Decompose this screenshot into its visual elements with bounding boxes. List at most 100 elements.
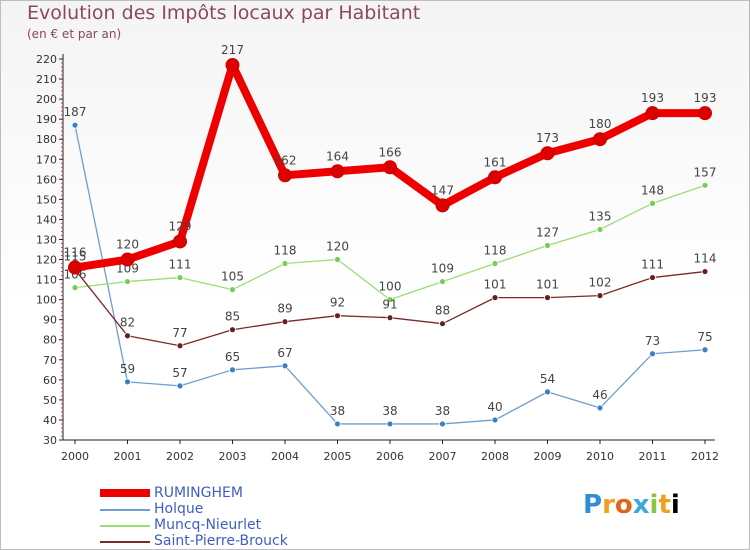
data-label: 118	[484, 244, 507, 258]
data-point	[330, 164, 345, 179]
proxiti-logo: Proxiti	[583, 490, 680, 520]
data-point	[596, 292, 604, 300]
data-label: 67	[277, 346, 292, 360]
data-label: 116	[64, 246, 87, 260]
data-point	[124, 332, 131, 340]
y-tick-label: 130	[36, 233, 57, 246]
data-point	[383, 160, 397, 175]
data-point	[176, 274, 184, 281]
x-tick-label: 2001	[114, 450, 142, 463]
data-label: 85	[225, 310, 240, 324]
data-point	[334, 312, 341, 320]
data-label: 161	[484, 155, 507, 169]
data-point	[281, 318, 289, 326]
chart-title: Evolution des Impôts locaux par Habitant	[27, 2, 421, 24]
x-tick-label: 2003	[219, 450, 247, 463]
data-point	[68, 260, 82, 275]
data-label: 166	[379, 145, 402, 159]
data-label: 65	[225, 350, 240, 364]
data-label: 73	[645, 334, 660, 348]
data-point	[649, 274, 656, 281]
data-label: 92	[330, 296, 345, 310]
data-label: 162	[274, 153, 297, 167]
legend-item-holque[interactable]: Holque	[100, 501, 400, 517]
data-point	[439, 320, 446, 328]
legend-item-ruminghem[interactable]: RUMINGHEM	[100, 485, 400, 501]
data-point	[173, 234, 187, 249]
data-point	[386, 420, 394, 428]
data-label: 118	[274, 244, 297, 258]
data-point	[544, 294, 551, 302]
data-label: 187	[64, 105, 87, 119]
data-label: 109	[431, 262, 454, 276]
data-label: 82	[120, 316, 135, 330]
y-tick-label: 50	[43, 394, 57, 407]
data-point	[593, 132, 607, 147]
legend-label: Saint-Pierre-Brouck	[154, 533, 288, 549]
data-label: 101	[484, 278, 507, 292]
data-point	[544, 242, 551, 249]
data-label: 40	[487, 400, 502, 414]
data-label: 217	[221, 43, 244, 57]
data-label: 57	[172, 366, 187, 380]
data-label: 54	[540, 372, 555, 386]
data-point	[278, 168, 292, 183]
data-point	[439, 420, 446, 428]
data-point	[281, 260, 289, 267]
x-tick-label: 2002	[166, 450, 194, 463]
x-tick-label: 2012	[691, 450, 719, 463]
y-tick-label: 170	[36, 153, 57, 166]
y-tick-label: 150	[36, 193, 57, 206]
data-label: 89	[277, 302, 292, 316]
data-point	[176, 382, 184, 390]
x-tick-label: 2004	[271, 450, 299, 463]
y-tick-label: 120	[36, 254, 57, 267]
data-point	[386, 314, 394, 322]
data-point	[596, 226, 604, 233]
legend-item-saint-pierre-brouck[interactable]: Saint-Pierre-Brouck	[100, 533, 400, 549]
data-point	[334, 420, 341, 428]
data-label: 114	[694, 252, 717, 266]
legend-item-muncq-nieurlet[interactable]: Muncq-Nieurlet	[100, 517, 400, 533]
data-label: 180	[589, 117, 612, 131]
y-tick-label: 70	[43, 354, 57, 367]
x-tick-label: 2010	[586, 450, 614, 463]
data-point	[124, 378, 131, 386]
data-point	[596, 404, 604, 412]
x-tick-label: 2008	[481, 450, 509, 463]
data-label: 109	[116, 262, 139, 276]
data-point	[701, 268, 709, 275]
data-label: 77	[172, 326, 187, 340]
data-point	[491, 416, 499, 424]
data-point	[491, 260, 499, 267]
data-label: 38	[382, 404, 397, 418]
data-label: 173	[536, 131, 559, 145]
data-label: 135	[589, 209, 612, 223]
data-point	[281, 362, 289, 370]
x-tick-label: 2006	[376, 450, 404, 463]
y-tick-label: 140	[36, 213, 57, 226]
legend-swatch	[100, 489, 150, 497]
data-point	[229, 286, 236, 294]
legend-swatch	[100, 525, 150, 527]
data-point	[71, 121, 79, 129]
data-label: 91	[382, 298, 397, 312]
data-label: 115	[64, 250, 87, 264]
data-point	[435, 198, 450, 213]
data-point	[698, 106, 712, 121]
data-point	[544, 388, 551, 396]
x-tick-label: 2007	[429, 450, 457, 463]
data-label: 102	[589, 276, 612, 290]
data-point	[229, 366, 236, 374]
chart-legend: RUMINGHEM Holque Muncq-Nieurlet Saint-Pi…	[100, 485, 400, 549]
data-label: 111	[641, 258, 664, 272]
data-point	[491, 294, 499, 302]
y-tick-label: 180	[36, 133, 57, 146]
data-label: 46	[592, 388, 607, 402]
data-point	[386, 296, 394, 304]
data-point	[334, 256, 341, 263]
data-label: 100	[379, 280, 402, 294]
x-tick-label: 2011	[639, 450, 667, 463]
y-tick-label: 100	[36, 294, 57, 307]
y-tick-label: 30	[43, 434, 57, 447]
